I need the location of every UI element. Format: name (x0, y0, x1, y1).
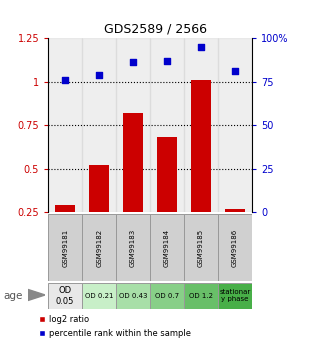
FancyBboxPatch shape (184, 283, 218, 309)
Bar (116, 38, 150, 212)
Text: GSM99181: GSM99181 (62, 228, 68, 267)
Bar (225, 209, 245, 256)
Point (165, 58, 169, 63)
Text: GSM99182: GSM99182 (96, 228, 102, 267)
FancyBboxPatch shape (116, 283, 150, 309)
Text: OD 0.7: OD 0.7 (155, 293, 179, 299)
Bar (150, 38, 184, 212)
FancyBboxPatch shape (82, 283, 116, 309)
Text: GDS2589 / 2566: GDS2589 / 2566 (104, 22, 207, 36)
Bar (123, 113, 143, 256)
FancyBboxPatch shape (184, 214, 218, 281)
Text: OD 0.43: OD 0.43 (119, 293, 147, 299)
FancyBboxPatch shape (48, 214, 82, 281)
FancyBboxPatch shape (116, 214, 150, 281)
FancyBboxPatch shape (218, 214, 252, 281)
Point (131, 60, 136, 65)
Bar (157, 137, 177, 256)
FancyBboxPatch shape (218, 283, 252, 309)
Point (198, 44, 203, 49)
Text: GSM99184: GSM99184 (164, 228, 170, 267)
FancyBboxPatch shape (82, 214, 116, 281)
Bar (55, 205, 75, 256)
Text: GSM99183: GSM99183 (130, 228, 136, 267)
Point (232, 68, 237, 74)
Bar (89, 165, 109, 256)
Bar (184, 38, 218, 212)
Text: age: age (3, 291, 22, 300)
Bar (191, 80, 211, 256)
Text: GSM99186: GSM99186 (232, 228, 238, 267)
Bar (82, 38, 116, 212)
Bar (218, 38, 252, 212)
Polygon shape (28, 289, 45, 300)
Text: stationar
y phase: stationar y phase (219, 289, 251, 302)
Text: OD 1.2: OD 1.2 (189, 293, 213, 299)
FancyBboxPatch shape (48, 283, 82, 309)
Point (97, 72, 102, 77)
FancyBboxPatch shape (150, 283, 184, 309)
Bar (48, 38, 82, 212)
Point (63, 77, 68, 82)
Text: GSM99185: GSM99185 (198, 228, 204, 267)
FancyBboxPatch shape (150, 214, 184, 281)
Text: OD
0.05: OD 0.05 (56, 286, 74, 306)
Legend: log2 ratio, percentile rank within the sample: log2 ratio, percentile rank within the s… (35, 312, 194, 341)
Text: OD 0.21: OD 0.21 (85, 293, 114, 299)
